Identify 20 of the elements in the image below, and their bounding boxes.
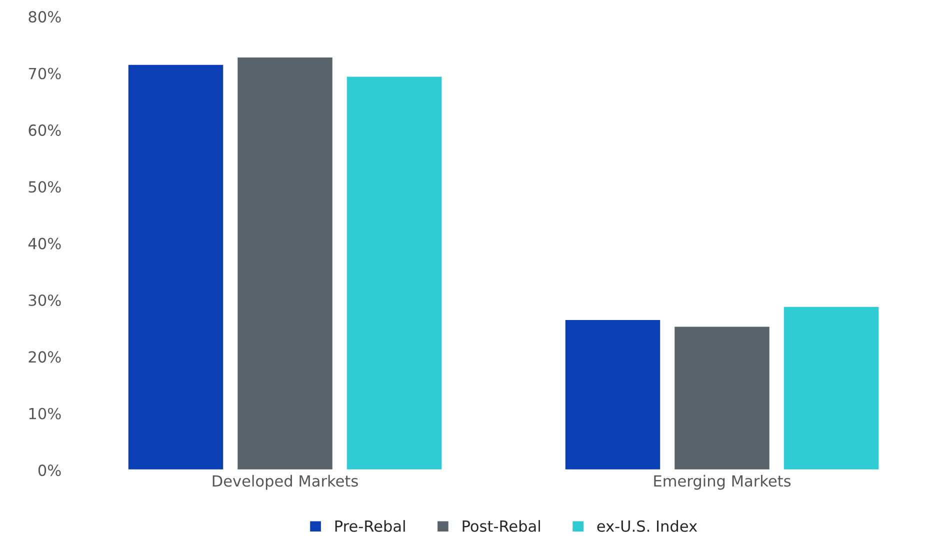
- legend-label: ex-U.S. Index: [597, 520, 698, 532]
- y-tick-label: 50%: [28, 181, 61, 193]
- y-tick-label: 60%: [28, 124, 61, 136]
- legend-label: Pre-Rebal: [335, 520, 405, 532]
- bar: [564, 318, 662, 470]
- bar: [345, 75, 444, 470]
- y-tick-label: 40%: [28, 238, 61, 250]
- y-tick-label: 20%: [28, 351, 61, 363]
- legend-label: Post-Rebal: [462, 520, 540, 532]
- x-tick-label: Developed Markets: [212, 474, 358, 490]
- x-tick-label: Emerging Markets: [654, 474, 791, 490]
- y-tick-label: 0%: [38, 464, 61, 476]
- bar: [673, 325, 771, 470]
- bar: [236, 56, 334, 470]
- bar: [782, 306, 880, 470]
- y-tick-label: 10%: [29, 408, 61, 420]
- y-tick-label: 70%: [28, 68, 61, 80]
- y-tick-label: 30%: [28, 294, 61, 306]
- bar: [126, 64, 225, 470]
- y-tick-label: 80%: [28, 11, 61, 23]
